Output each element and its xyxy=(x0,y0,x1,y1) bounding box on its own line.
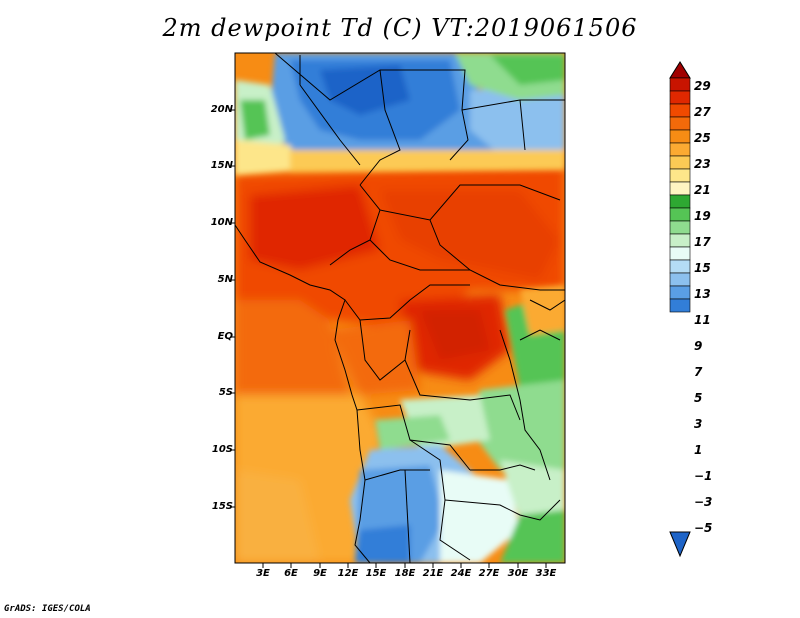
colorbar-label: 5 xyxy=(694,391,703,405)
colorbar-box xyxy=(669,233,691,248)
lat-ticks xyxy=(230,109,235,508)
colorbar xyxy=(669,61,691,558)
colorbar-box xyxy=(669,207,691,222)
colorbar-label: 3 xyxy=(694,417,703,431)
colorbar-box xyxy=(669,285,691,300)
lat-label: 15N xyxy=(210,160,233,171)
colorbar-label: 13 xyxy=(694,287,711,301)
lon-label: 24E xyxy=(450,568,472,579)
lon-label: 9E xyxy=(313,568,327,579)
colorbar-box xyxy=(669,77,691,92)
colorbar-box xyxy=(669,181,691,196)
lon-label: 3E xyxy=(256,568,270,579)
lat-label: 15S xyxy=(211,501,233,512)
lat-label: 10S xyxy=(211,444,233,455)
colorbar-label: 25 xyxy=(694,131,711,145)
colorbar-label: −3 xyxy=(694,495,713,509)
colorbar-label: 27 xyxy=(694,105,711,119)
credit-text: GrADS: IGES/COLA xyxy=(4,604,91,614)
colorbar-top-arrow xyxy=(669,61,691,79)
lon-label: 33E xyxy=(535,568,557,579)
lon-label: 6E xyxy=(284,568,298,579)
colorbar-label: 23 xyxy=(694,157,711,171)
colorbar-bottom-arrow xyxy=(669,531,691,558)
colorbar-label: 19 xyxy=(694,209,711,223)
colorbar-box xyxy=(669,168,691,183)
lon-label: 18E xyxy=(394,568,416,579)
country-borders xyxy=(235,53,565,563)
dewpoint-field xyxy=(235,53,565,563)
colorbar-box xyxy=(669,246,691,261)
colorbar-label: −5 xyxy=(694,521,713,535)
colorbar-label: 21 xyxy=(694,183,711,197)
colorbar-box xyxy=(669,194,691,209)
lon-label: 27E xyxy=(478,568,500,579)
colorbar-box xyxy=(669,272,691,287)
lat-label: 5S xyxy=(218,387,233,398)
lat-label: 10N xyxy=(210,217,233,228)
lon-ticks xyxy=(262,563,547,568)
colorbar-label: 9 xyxy=(694,339,703,353)
colorbar-label: 7 xyxy=(694,365,703,379)
map-title: 2m dewpoint Td (C) VT:2019061506 xyxy=(162,14,638,42)
colorbar-box xyxy=(669,103,691,118)
lat-label: 20N xyxy=(210,104,233,115)
lon-label: 30E xyxy=(507,568,529,579)
colorbar-label: 15 xyxy=(694,261,711,275)
colorbar-label: 1 xyxy=(694,443,703,457)
colorbar-box xyxy=(669,142,691,157)
map-frame xyxy=(234,52,566,564)
colorbar-box xyxy=(669,298,691,313)
colorbar-label: 17 xyxy=(694,235,711,249)
colorbar-label: 29 xyxy=(694,79,711,93)
colorbar-box xyxy=(669,259,691,274)
lat-label: EQ xyxy=(217,331,233,342)
lon-label: 15E xyxy=(365,568,387,579)
colorbar-boxes xyxy=(669,77,691,313)
colorbar-box xyxy=(669,90,691,105)
colorbar-label: 11 xyxy=(694,313,711,327)
colorbar-label: −1 xyxy=(694,469,713,483)
colorbar-box xyxy=(669,220,691,235)
lat-label: 5N xyxy=(217,274,233,285)
colorbar-box xyxy=(669,116,691,131)
colorbar-box xyxy=(669,129,691,144)
lon-label: 12E xyxy=(337,568,359,579)
colorbar-box xyxy=(669,155,691,170)
lon-label: 21E xyxy=(422,568,444,579)
